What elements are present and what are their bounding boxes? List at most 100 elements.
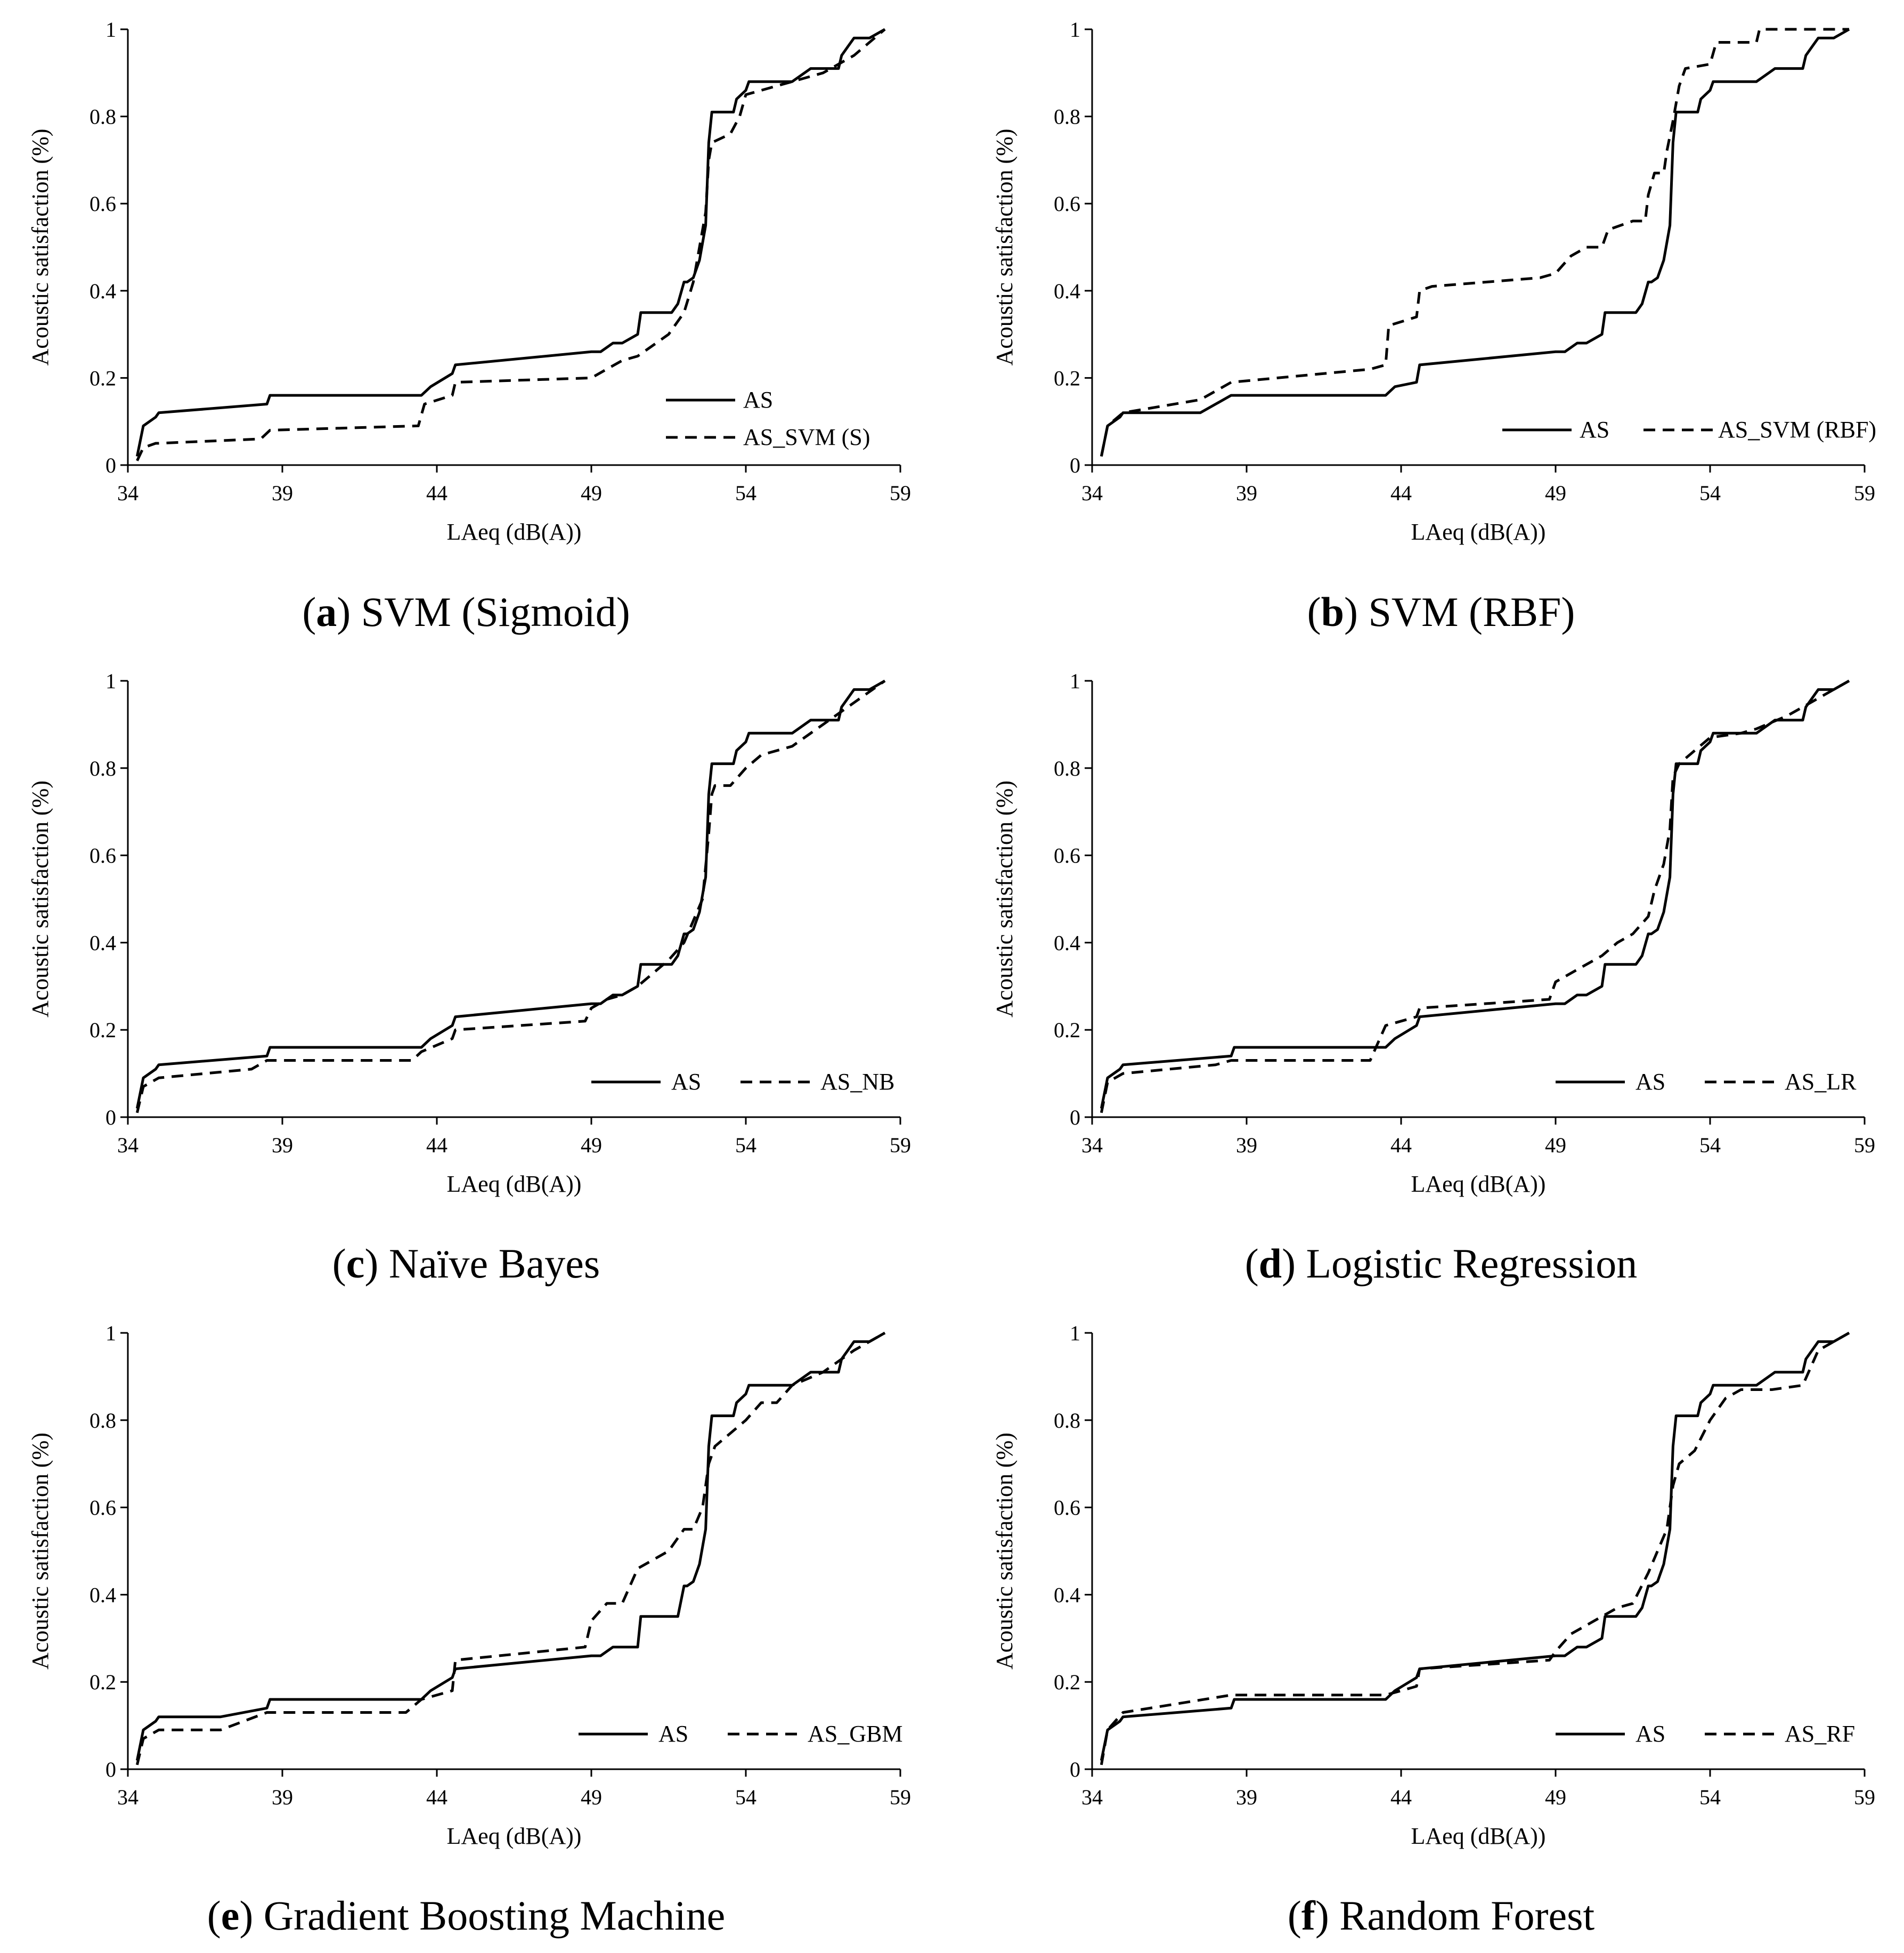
panel-caption: (e) Gradient Boosting Machine — [207, 1892, 726, 1939]
legend-label: AS_SVM (RBF) — [1718, 417, 1876, 443]
x-tick-label: 39 — [272, 481, 293, 505]
chart-panel-d: 0 0.2 0.4 0.6 0.8 1 34 39 44 49 54 59 LAeq (dB(A)) Ac… — [991, 669, 1875, 1287]
series-line-as-rf — [1100, 1331, 1850, 1765]
y-tick-label: 0.6 — [1054, 1496, 1080, 1520]
x-tick-label: 39 — [272, 1133, 293, 1157]
y-tick-label: 0 — [1070, 1105, 1080, 1129]
y-tick-label: 0.8 — [1054, 105, 1080, 129]
y-tick-label: 0 — [1070, 1757, 1080, 1781]
y-tick-label: 0.6 — [1054, 844, 1080, 868]
x-tick-label: 34 — [1081, 1785, 1103, 1809]
chart-panel-c: 0 0.2 0.4 0.6 0.8 1 34 39 44 49 54 59 LAeq (dB(A)) Ac… — [27, 669, 911, 1287]
series-line-as — [135, 28, 886, 457]
legend: AS AS_SVM (S) — [666, 387, 870, 450]
chart-panel-b: 0 0.2 0.4 0.6 0.8 1 34 39 44 49 54 59 LAeq (dB(A)) Ac… — [991, 18, 1876, 635]
y-tick-label: 0.4 — [89, 931, 116, 955]
y-tick-label: 0.2 — [89, 366, 116, 390]
y-axis-label: Acoustic satisfaction (%) — [991, 129, 1018, 366]
panel-caption: (f) Random Forest — [1288, 1892, 1595, 1939]
y-tick-label: 0 — [105, 1105, 116, 1129]
y-tick-label: 0.6 — [1054, 192, 1080, 216]
x-tick-label: 39 — [272, 1785, 293, 1809]
y-tick-label: 1 — [105, 669, 116, 693]
x-axis-label: LAeq (dB(A)) — [1411, 1171, 1546, 1197]
x-tick-label: 59 — [1854, 481, 1875, 505]
y-tick-label: 0.4 — [89, 1583, 116, 1607]
x-tick-label: 49 — [581, 1133, 602, 1157]
x-tick-label: 44 — [426, 1785, 447, 1809]
chart-panel-e: 0 0.2 0.4 0.6 0.8 1 34 39 44 49 54 59 LAeq (dB(A)) Ac… — [27, 1321, 911, 1939]
y-tick-label: 0.6 — [89, 844, 116, 868]
y-tick-label: 0.4 — [1054, 931, 1080, 955]
x-tick-label: 39 — [1236, 1785, 1257, 1809]
x-tick-label: 54 — [735, 1785, 756, 1809]
y-tick-label: 0.8 — [1054, 1409, 1080, 1433]
legend-label: AS_GBM — [808, 1721, 903, 1747]
y-tick-label: 0 — [105, 453, 116, 477]
series-line-as-svm-s — [136, 28, 886, 461]
series-line-as-lr — [1100, 679, 1850, 1113]
y-axis-label: Acoustic satisfaction (%) — [27, 1433, 53, 1670]
x-tick-label: 54 — [1699, 1785, 1721, 1809]
legend-label: AS_SVM (S) — [743, 424, 870, 450]
y-tick-label: 0 — [1070, 453, 1080, 477]
y-tick-label: 1 — [1070, 18, 1080, 42]
legend-label: AS — [1636, 1721, 1665, 1747]
x-tick-label: 34 — [1081, 1133, 1103, 1157]
series-line-as-nb — [135, 679, 886, 1113]
series-line-as — [1100, 1331, 1850, 1761]
y-tick-label: 0.6 — [89, 1496, 116, 1520]
x-tick-label: 44 — [426, 1133, 447, 1157]
legend-label: AS_RF — [1785, 1721, 1855, 1747]
series-line-as-gbm — [135, 1331, 886, 1765]
legend-label: AS — [671, 1069, 701, 1095]
legend-label: AS — [1636, 1069, 1665, 1095]
y-tick-label: 1 — [1070, 1321, 1080, 1345]
x-tick-label: 44 — [1390, 1785, 1412, 1809]
y-tick-label: 0.8 — [89, 1409, 116, 1433]
legend: AS AS_RF — [1556, 1721, 1855, 1747]
x-axis-label: LAeq (dB(A)) — [447, 1171, 582, 1197]
series-line-as — [135, 1331, 886, 1761]
panel-caption: (c) Naïve Bayes — [332, 1240, 600, 1287]
x-tick-label: 49 — [1545, 481, 1566, 505]
panel-caption: (b) SVM (RBF) — [1307, 589, 1575, 635]
legend-label: AS — [743, 387, 773, 413]
y-tick-label: 1 — [105, 1321, 116, 1345]
chart-panel-a: 0 0.2 0.4 0.6 0.8 1 34 39 44 49 54 59 LAeq (dB(A)) Ac… — [27, 18, 911, 635]
y-tick-label: 0.4 — [89, 279, 116, 303]
legend-label: AS_LR — [1785, 1069, 1857, 1095]
x-axis-label: LAeq (dB(A)) — [447, 519, 582, 545]
y-tick-label: 1 — [1070, 669, 1080, 693]
x-axis-label: LAeq (dB(A)) — [1411, 1823, 1546, 1849]
x-tick-label: 34 — [117, 1133, 139, 1157]
y-tick-label: 0.8 — [89, 105, 116, 129]
y-axis-label: Acoustic satisfaction (%) — [27, 129, 53, 366]
series-line-as — [1100, 679, 1850, 1109]
series-line-as-svm-rbf — [1100, 28, 1849, 457]
x-tick-label: 44 — [426, 481, 447, 505]
y-tick-label: 0.2 — [89, 1018, 116, 1042]
series-line-as — [1100, 28, 1850, 457]
series-line-as — [135, 679, 886, 1109]
legend-label: AS_NB — [820, 1069, 894, 1095]
y-tick-label: 0.6 — [89, 192, 116, 216]
y-tick-label: 0 — [105, 1757, 116, 1781]
x-tick-label: 59 — [890, 1133, 911, 1157]
y-tick-label: 1 — [105, 18, 116, 42]
y-tick-label: 0.2 — [1054, 366, 1080, 390]
panel-caption: (a) SVM (Sigmoid) — [302, 589, 630, 635]
y-tick-label: 0.8 — [1054, 756, 1080, 780]
x-tick-label: 54 — [735, 481, 756, 505]
chart-panel-f: 0 0.2 0.4 0.6 0.8 1 34 39 44 49 54 59 LAeq (dB(A)) Ac… — [991, 1321, 1875, 1939]
x-tick-label: 34 — [117, 481, 139, 505]
legend: AS AS_NB — [591, 1069, 894, 1095]
x-tick-label: 59 — [1854, 1785, 1875, 1809]
x-tick-label: 59 — [1854, 1133, 1875, 1157]
x-tick-label: 54 — [735, 1133, 756, 1157]
panel-caption: (d) Logistic Regression — [1245, 1240, 1638, 1287]
x-tick-label: 44 — [1390, 481, 1412, 505]
legend-label: AS — [1580, 417, 1609, 443]
legend: AS AS_LR — [1556, 1069, 1857, 1095]
